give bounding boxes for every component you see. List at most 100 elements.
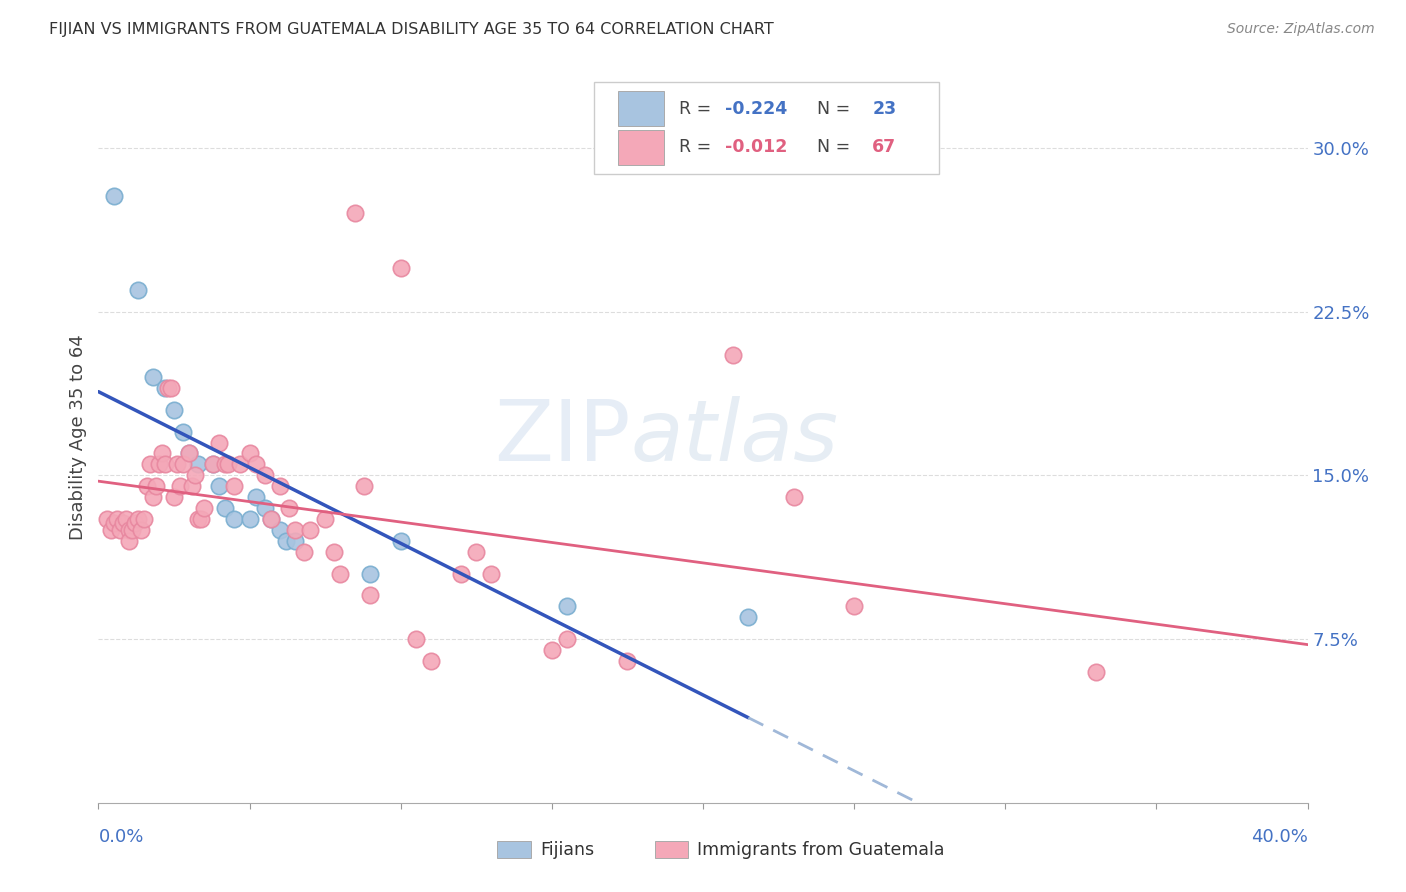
Point [139,458,162,472]
Point [166,458,188,472]
Point [132,512,155,526]
Text: ZIP: ZIP [494,395,630,479]
Point [353,479,375,493]
Point [465,545,488,559]
Text: 0.0%: 0.0% [98,829,143,847]
Point [179,446,201,460]
Text: Source: ZipAtlas.com: Source: ZipAtlas.com [1227,22,1375,37]
Point [153,381,176,395]
Point [389,533,412,548]
Point [118,533,141,548]
Text: atlas: atlas [630,395,838,479]
Point [172,425,194,439]
Point [277,501,299,516]
Point [156,381,179,395]
Point [1085,665,1108,679]
Text: 23: 23 [872,100,897,118]
Point [245,458,267,472]
Text: N =: N = [806,138,855,156]
Text: 40.0%: 40.0% [1251,829,1308,847]
Point [253,468,276,483]
Point [481,566,503,581]
Point [214,501,236,516]
Point [360,588,382,602]
Point [135,479,157,493]
Text: FIJIAN VS IMMIGRANTS FROM GUATEMALA DISABILITY AGE 35 TO 64 CORRELATION CHART: FIJIAN VS IMMIGRANTS FROM GUATEMALA DISA… [49,22,773,37]
Point [181,479,204,493]
Point [329,566,352,581]
Point [179,446,201,460]
Point [844,599,866,614]
Point [274,533,297,548]
Point [103,516,125,531]
Point [208,435,231,450]
Point [269,479,291,493]
Point [142,370,165,384]
Point [229,458,252,472]
FancyBboxPatch shape [498,841,531,858]
Point [118,523,141,537]
Y-axis label: Disability Age 35 to 64: Disability Age 35 to 64 [69,334,87,540]
Point [105,512,128,526]
Point [284,523,307,537]
Point [737,610,759,624]
Point [323,545,346,559]
Point [160,381,183,395]
FancyBboxPatch shape [619,91,664,127]
Point [100,523,122,537]
Point [108,523,131,537]
Point [193,501,215,516]
FancyBboxPatch shape [619,130,664,165]
Point [723,348,745,362]
Point [405,632,427,646]
Point [129,523,152,537]
Point [616,654,638,668]
Point [145,479,167,493]
Text: Immigrants from Guatemala: Immigrants from Guatemala [697,840,945,859]
Point [239,446,262,460]
Point [360,566,382,581]
Point [540,643,562,657]
Point [299,523,322,537]
Point [150,446,173,460]
Point [260,512,283,526]
Text: -0.224: -0.224 [724,100,787,118]
Text: R =: R = [679,100,717,118]
Point [224,479,246,493]
Point [555,632,578,646]
FancyBboxPatch shape [655,841,689,858]
Point [163,402,186,417]
Point [96,512,118,526]
Text: R =: R = [679,138,717,156]
Point [103,189,125,203]
Point [284,533,307,548]
Point [253,501,276,516]
Point [245,490,267,504]
Point [163,490,186,504]
Point [111,516,134,531]
Point [169,479,191,493]
Point [187,458,209,472]
Point [124,516,146,531]
Point [127,283,149,297]
Point [202,458,225,472]
Point [420,654,443,668]
Point [555,599,578,614]
Text: Fijians: Fijians [540,840,593,859]
Point [202,458,225,472]
Point [269,523,291,537]
Point [153,458,176,472]
Point [260,512,283,526]
Point [783,490,806,504]
FancyBboxPatch shape [595,82,939,174]
Point [450,566,472,581]
Point [190,512,212,526]
Point [148,458,170,472]
Point [214,458,236,472]
Point [224,512,246,526]
Point [187,512,209,526]
Text: -0.012: -0.012 [724,138,787,156]
Point [344,206,367,220]
Point [217,458,239,472]
Point [172,458,194,472]
